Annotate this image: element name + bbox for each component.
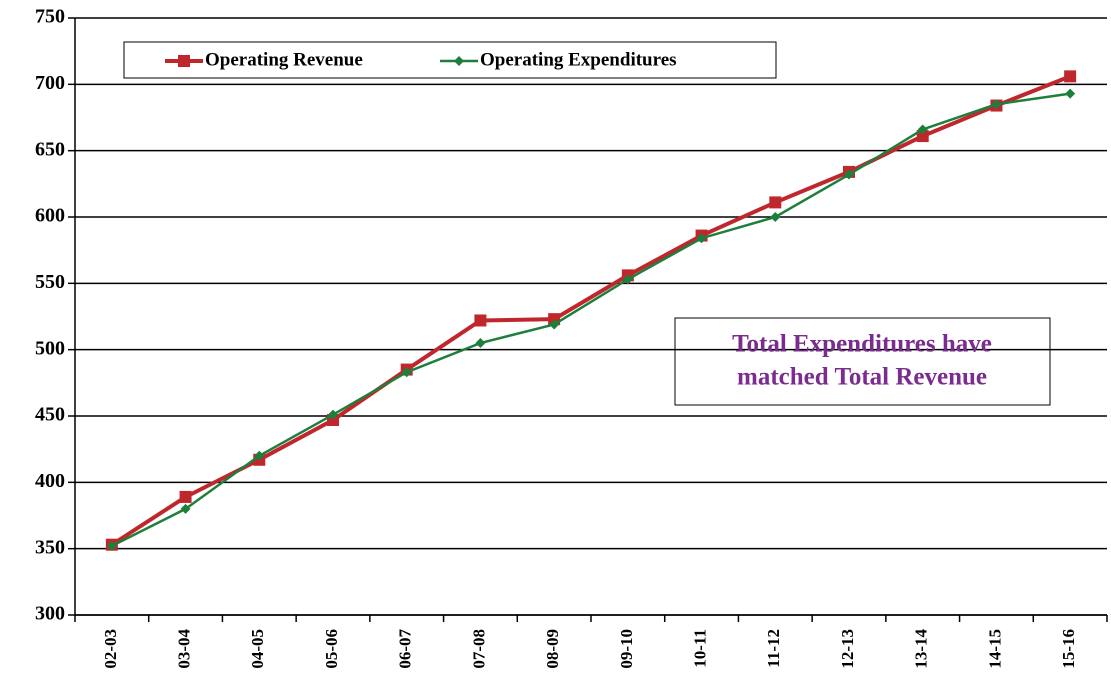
x-tick-label: 03-04 [174, 629, 193, 669]
x-tick-label: 06-07 [396, 629, 415, 669]
marker [106, 541, 117, 552]
marker [401, 367, 412, 378]
marker [328, 409, 338, 420]
y-tick-label: 550 [35, 271, 65, 293]
legend-label: Operating Expenditures [480, 49, 677, 70]
x-tick-label: 09-10 [617, 629, 636, 669]
legend-label: Operating Revenue [205, 49, 363, 70]
marker [916, 130, 929, 143]
marker [1064, 70, 1077, 83]
marker [844, 169, 854, 180]
marker [475, 338, 486, 349]
y-tick-label: 600 [35, 205, 65, 227]
series-line [111, 92, 1071, 548]
marker [991, 99, 1002, 110]
y-tick-label: 350 [35, 536, 65, 558]
x-tick-label: 13-14 [912, 629, 931, 669]
y-tick-label: 650 [35, 138, 65, 160]
marker [769, 196, 782, 209]
x-tick-label: 07-08 [469, 629, 488, 669]
y-tick-label: 750 [35, 6, 65, 28]
y-tick-label: 400 [35, 470, 65, 492]
annotation-text: Total Expenditures have [732, 331, 992, 358]
marker [474, 314, 487, 327]
x-tick-label: 12-13 [838, 629, 857, 669]
annotation-box [674, 317, 1051, 406]
y-tick-label: 300 [35, 603, 65, 625]
y-tick-label: 500 [35, 337, 65, 359]
marker [622, 274, 633, 285]
y-tick-label: 450 [35, 404, 65, 426]
x-tick-label: 11-12 [764, 629, 783, 668]
x-tick-label: 15-16 [1059, 629, 1078, 669]
x-tick-label: 04-05 [248, 629, 267, 669]
series-line [110, 74, 1071, 547]
x-tick-label: 10-11 [690, 629, 709, 668]
marker [454, 56, 464, 66]
x-tick-label: 14-15 [985, 629, 1004, 669]
marker [696, 233, 707, 244]
marker [917, 124, 928, 135]
marker [178, 55, 190, 67]
marker [180, 503, 191, 514]
annotation-text: matched Total Revenue [737, 364, 987, 391]
marker [179, 490, 192, 503]
marker [770, 212, 781, 222]
y-tick-label: 700 [35, 72, 65, 94]
marker [549, 319, 560, 330]
x-tick-label: 08-09 [543, 629, 562, 669]
marker [1065, 88, 1076, 99]
marker [254, 450, 265, 461]
x-tick-label: 02-03 [101, 629, 120, 669]
x-tick-label: 05-06 [322, 629, 341, 669]
